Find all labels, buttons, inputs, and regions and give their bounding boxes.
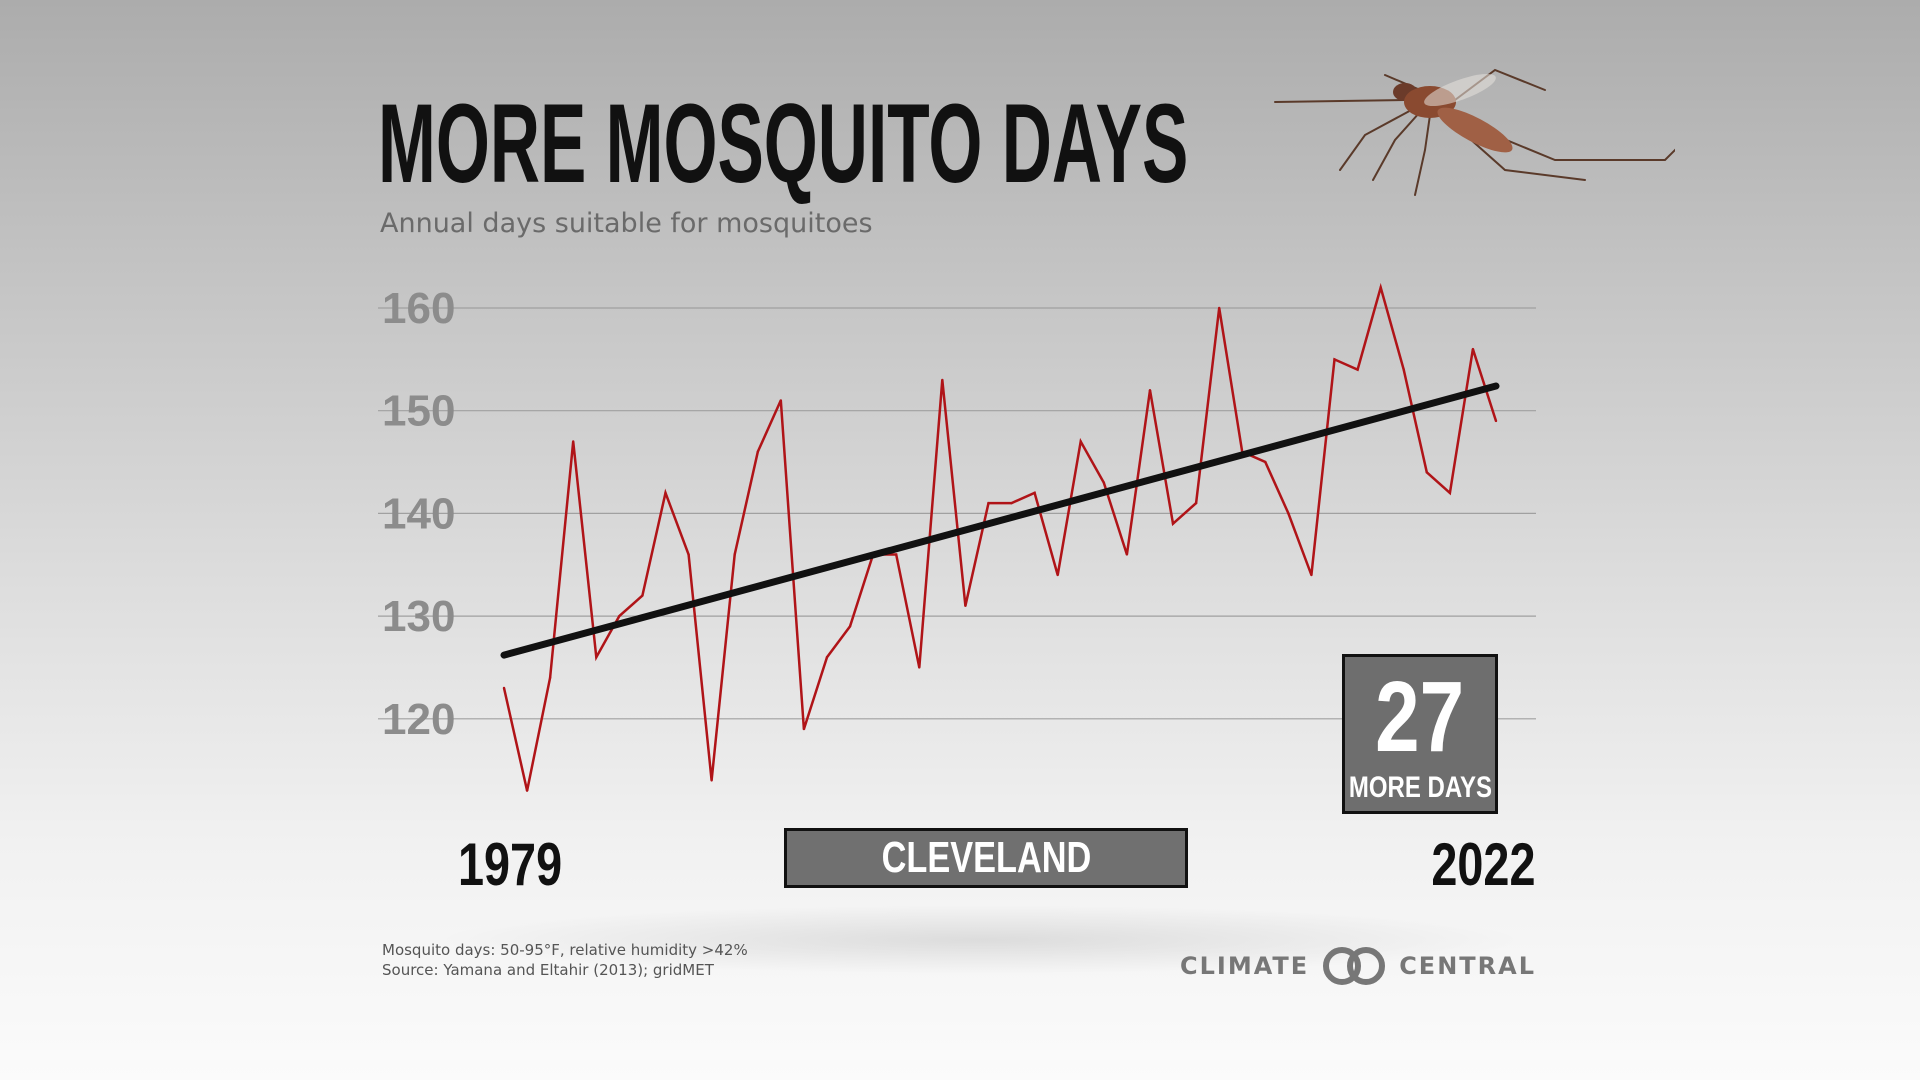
data-point bbox=[687, 553, 690, 556]
y-tick-label: 140 bbox=[382, 489, 455, 538]
data-point bbox=[941, 378, 944, 382]
data-point bbox=[918, 666, 921, 669]
data-point bbox=[1287, 512, 1290, 515]
source-note: Source: Yamana and Eltahir (2013); gridM… bbox=[382, 961, 714, 979]
data-point bbox=[1217, 306, 1221, 310]
data-point bbox=[1056, 573, 1059, 577]
data-point bbox=[1356, 368, 1359, 371]
data-point bbox=[595, 655, 598, 659]
data-point bbox=[502, 686, 506, 690]
data-point bbox=[525, 789, 529, 792]
stat-value: 27 bbox=[1375, 661, 1465, 773]
data-point bbox=[1148, 388, 1152, 392]
data-point bbox=[1264, 460, 1267, 464]
data-point bbox=[1471, 347, 1475, 351]
data-point bbox=[1079, 440, 1082, 443]
data-point bbox=[572, 440, 575, 443]
data-point bbox=[1310, 573, 1313, 577]
trend-layer bbox=[500, 382, 1500, 659]
city-label-box: CLEVELAND bbox=[784, 828, 1188, 888]
y-tick-label: 150 bbox=[382, 387, 455, 436]
y-axis-ticks: 120 130 140 150 160 bbox=[382, 284, 455, 744]
logo-text-left: CLIMATE bbox=[1179, 952, 1310, 980]
data-point bbox=[825, 655, 829, 659]
climate-central-logo: CLIMATE CENTRAL bbox=[1180, 946, 1536, 986]
data-point bbox=[1379, 286, 1382, 289]
data-point bbox=[548, 676, 552, 679]
page-title: MORE MOSQUITO DAYS bbox=[378, 81, 1189, 206]
data-point bbox=[848, 625, 852, 628]
y-tick-label: 160 bbox=[382, 284, 455, 333]
data-point bbox=[964, 604, 967, 608]
footer-shadow bbox=[430, 905, 1530, 975]
series-line bbox=[502, 282, 1498, 791]
data-point bbox=[802, 727, 806, 731]
data-point bbox=[733, 553, 736, 556]
data-point bbox=[1333, 358, 1336, 361]
data-point bbox=[710, 779, 713, 782]
data-point bbox=[756, 450, 759, 453]
data-point bbox=[1448, 491, 1452, 495]
x-start-year: 1979 bbox=[458, 831, 563, 898]
data-point bbox=[987, 501, 990, 505]
data-point bbox=[1102, 481, 1106, 484]
data-point bbox=[1425, 471, 1428, 474]
data-point bbox=[641, 594, 644, 597]
data-point bbox=[1125, 553, 1129, 556]
y-tick-label: 120 bbox=[382, 695, 455, 744]
city-label: CLEVELAND bbox=[881, 833, 1091, 882]
data-point bbox=[664, 491, 667, 495]
stat-box: 27 MORE DAYS bbox=[1342, 654, 1498, 814]
climate-central-logo-icon bbox=[1323, 947, 1386, 985]
definition-note: Mosquito days: 50-95°F, relative humidit… bbox=[382, 941, 748, 959]
data-point bbox=[1402, 368, 1405, 371]
x-end-year: 2022 bbox=[1430, 831, 1535, 898]
y-tick-label: 130 bbox=[382, 592, 455, 641]
stat-label: MORE DAYS bbox=[1348, 771, 1492, 804]
data-point bbox=[894, 553, 898, 556]
trend-line bbox=[500, 382, 1500, 659]
logo-text-right: CENTRAL bbox=[1399, 952, 1536, 980]
data-point bbox=[1194, 501, 1198, 505]
data-point bbox=[618, 614, 621, 618]
mosquito-icon bbox=[1274, 68, 1675, 196]
data-point bbox=[1494, 419, 1498, 423]
chart-subtitle: Annual days suitable for mosquitoes bbox=[380, 208, 873, 239]
data-point bbox=[1171, 522, 1175, 525]
footnotes: Mosquito days: 50-95°F, relative humidit… bbox=[382, 940, 748, 980]
data-point bbox=[779, 399, 783, 402]
data-point bbox=[1033, 491, 1036, 495]
data-point bbox=[1010, 501, 1013, 505]
